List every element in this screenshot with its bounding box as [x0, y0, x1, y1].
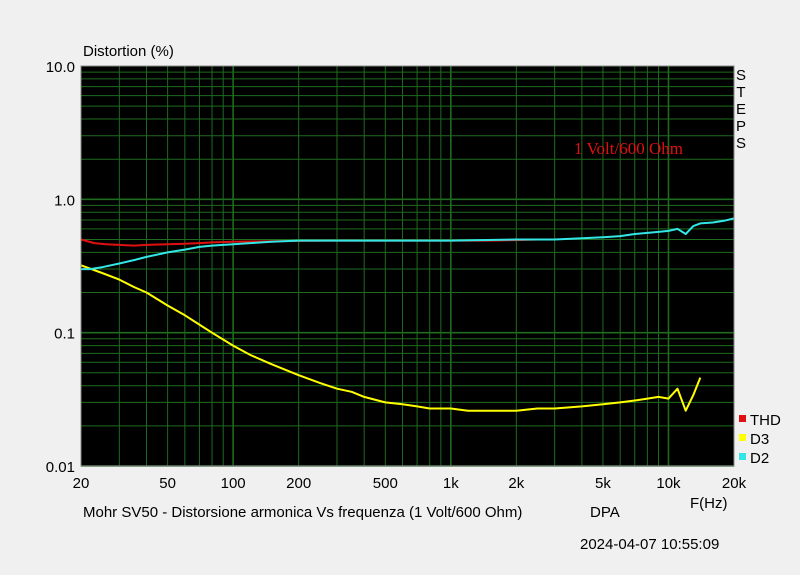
- y-tick-label: 1.0: [54, 192, 75, 209]
- chart-title: Mohr SV50 - Distorsione armonica Vs freq…: [83, 504, 522, 521]
- brand-label: DPA: [590, 504, 620, 521]
- legend-label-d3: D3: [750, 431, 769, 448]
- timestamp: 2024-04-07 10:55:09: [580, 536, 719, 553]
- x-tick-label: 100: [221, 475, 246, 492]
- x-tick-label: 2k: [508, 475, 524, 492]
- x-tick-label: 5k: [595, 475, 611, 492]
- legend-swatch-thd: [739, 415, 746, 422]
- series-line-d3: [80, 264, 702, 412]
- plot-area: [81, 66, 734, 466]
- series-lines: [80, 217, 735, 412]
- side-label-letter: S: [736, 135, 746, 152]
- legend-label-thd: THD: [750, 412, 781, 429]
- plot-border: [80, 65, 735, 467]
- y-tick-label: 0.1: [54, 326, 75, 343]
- y-axis-label: Distortion (%): [83, 43, 174, 60]
- test-condition-annotation: 1 Volt/600 Ohm: [574, 139, 683, 158]
- legend-swatch-d3: [739, 434, 746, 441]
- x-tick-label: 1k: [443, 475, 459, 492]
- x-tick-label: 500: [373, 475, 398, 492]
- x-axis-label: F(Hz): [690, 495, 728, 512]
- legend-label-d2: D2: [750, 450, 769, 467]
- side-label-letter: P: [736, 118, 746, 135]
- side-label-letter: T: [736, 84, 745, 101]
- y-tick-label: 10.0: [46, 59, 75, 76]
- x-tick-label: 50: [159, 475, 176, 492]
- grid: [80, 66, 735, 467]
- x-tick-label: 200: [286, 475, 311, 492]
- side-label-letter: S: [736, 67, 746, 84]
- x-tick-label: 10k: [656, 475, 681, 492]
- y-tick-label: 0.01: [46, 459, 75, 476]
- y-tick-labels: 0.01 0.1 1.0 10.0: [46, 59, 75, 476]
- legend-swatch-d2: [739, 453, 746, 460]
- x-tick-labels: 20 50 100 200 500 1k 2k 5k 10k 20k: [73, 475, 747, 492]
- series-line-d2: [81, 217, 735, 271]
- x-tick-label: 20k: [722, 475, 747, 492]
- x-tick-label: 20: [73, 475, 90, 492]
- legend: THD D3 D2: [739, 412, 781, 467]
- side-label-letter: E: [736, 101, 746, 118]
